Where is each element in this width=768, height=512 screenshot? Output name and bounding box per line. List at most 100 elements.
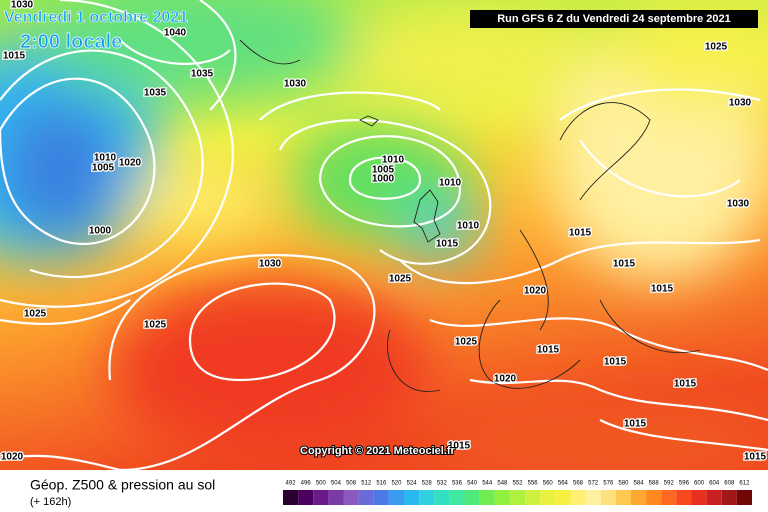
run-box — [470, 10, 758, 28]
isobar-label: 1025 — [705, 42, 728, 53]
isobar-label: 1015 — [624, 419, 647, 430]
colorbar-tick-label: 576 — [603, 481, 614, 487]
colorbar-swatch — [373, 490, 389, 505]
isobar-label: 1015 — [537, 345, 560, 356]
colorbar-swatch — [630, 490, 647, 505]
colorbar-tick-label: 492 — [286, 481, 297, 487]
isobar-label: 1020 — [119, 158, 142, 169]
colorbar-tick-label: 528 — [422, 481, 433, 487]
colorbar-swatch — [646, 490, 662, 505]
colorbar-swatch — [721, 490, 737, 505]
colorbar-tick-label: 520 — [391, 481, 402, 487]
colorbar-swatch — [615, 490, 631, 505]
isobar-label: 1020 — [1, 452, 24, 463]
colorbar-swatch — [676, 490, 692, 505]
isobar-label: 1010 — [94, 153, 117, 164]
colorbar-swatch — [419, 490, 435, 505]
colorbar-tick-label: 548 — [497, 481, 508, 487]
colorbar-tick-label: 556 — [528, 481, 539, 487]
colorbar-swatch — [691, 490, 707, 505]
coastlines — [239, 39, 701, 392]
isobar-label: 1015 — [569, 228, 592, 239]
colorbar-tick-label: 552 — [512, 481, 523, 487]
isobar-label: 1015 — [3, 51, 26, 62]
colorbar-tick-label: 580 — [618, 481, 629, 487]
colorbar-swatch — [388, 490, 405, 505]
colorbar-swatch — [434, 490, 450, 505]
isobar-label: 1000 — [372, 174, 395, 185]
colorbar-tick-label: 588 — [649, 481, 660, 487]
colorbar-tick-label: 564 — [558, 481, 569, 487]
colorbar-swatch — [555, 490, 571, 505]
isobar-label: 1030 — [11, 0, 34, 11]
colorbar-swatch — [404, 490, 420, 505]
isobar-label: 1010 — [382, 155, 405, 166]
colorbar-tick-label: 512 — [361, 481, 372, 487]
isobar-label: 1025 — [389, 274, 412, 285]
isobar-label: 1015 — [613, 259, 636, 270]
colorbar-tick-label: 612 — [739, 481, 750, 487]
colorbar-tick-label: 504 — [331, 481, 342, 487]
colorbar-swatch — [283, 490, 299, 505]
colorbar-swatch — [600, 490, 616, 505]
colorbar-tick-label: 544 — [482, 481, 493, 487]
colorbar-swatch — [479, 490, 495, 505]
isobar-label: 1015 — [604, 357, 627, 368]
isobar-label: 1015 — [448, 441, 471, 452]
copyright: Copyright © 2021 Meteociel.fr — [300, 445, 456, 457]
run-info: Run GFS 6 Z du Vendredi 24 septembre 202… — [497, 13, 731, 25]
colorbar-swatch — [525, 490, 541, 505]
colorbar-tick-label: 524 — [407, 481, 418, 487]
isobar-label: 1015 — [651, 284, 674, 295]
isobar-label: 1015 — [674, 379, 697, 390]
colorbar-swatch — [343, 490, 359, 505]
footer-title: Géop. Z500 & pression au sol — [30, 477, 215, 493]
colorbar-swatch — [358, 490, 374, 505]
colorbar-tick-label: 572 — [588, 481, 599, 487]
colorbar-swatch — [313, 490, 329, 505]
local-time: 2:00 locale — [20, 31, 122, 53]
isobar-label: 1025 — [24, 309, 47, 320]
colorbar-swatch — [585, 490, 601, 505]
colorbar-tick-label: 540 — [467, 481, 478, 487]
colorbar-swatch — [706, 490, 722, 505]
colorbar-tick-label: 536 — [452, 481, 463, 487]
isobar-label: 1030 — [727, 199, 750, 210]
colorbar-swatch — [570, 490, 586, 505]
isobar-label: 1035 — [144, 88, 167, 99]
colorbar-swatch — [449, 490, 465, 505]
isobar-label: 1005 — [372, 165, 395, 176]
colorbar-swatch — [509, 490, 526, 505]
isobar-label: 1000 — [89, 226, 112, 237]
colorbar-tick-label: 604 — [709, 481, 720, 487]
colorbar-tick-label: 584 — [634, 481, 645, 487]
isobar-label: 1025 — [455, 337, 478, 348]
colorbar-tick-label: 496 — [301, 481, 312, 487]
colorbar-swatch — [298, 490, 314, 505]
isobars — [0, 0, 768, 470]
colorbar-tick-label: 560 — [543, 481, 554, 487]
isobar-label: 1035 — [191, 69, 214, 80]
isobar-label: 1015 — [744, 452, 767, 463]
isobar-label: 1030 — [284, 79, 307, 90]
lead-time: (+ 162h) — [30, 496, 71, 508]
isobar-label: 1020 — [524, 286, 547, 297]
colorbar-swatch — [540, 490, 556, 505]
isobar-label: 1025 — [144, 320, 167, 331]
colorbar: 492 496 500 504 508 512 516 520 524 528 532 536 540 5… — [283, 481, 752, 505]
isobar-label: 1040 — [164, 28, 187, 39]
isobar-label: 1030 — [259, 259, 282, 270]
colorbar-tick-label: 500 — [316, 481, 327, 487]
colorbar-swatch — [661, 490, 677, 505]
colorbar-tick-label: 508 — [346, 481, 357, 487]
colorbar-tick-label: 600 — [694, 481, 705, 487]
colorbar-swatch — [494, 490, 510, 505]
isobar-label: 1015 — [436, 239, 459, 250]
colorbar-tick-label: 568 — [573, 481, 584, 487]
forecast-date: Vendredi 1 octobre 2021 — [4, 9, 188, 26]
colorbar-swatch — [736, 490, 752, 505]
colorbar-tick-label: 592 — [664, 481, 675, 487]
isobar-label: 1020 — [494, 374, 517, 385]
isobar-label: 1010 — [439, 178, 462, 189]
